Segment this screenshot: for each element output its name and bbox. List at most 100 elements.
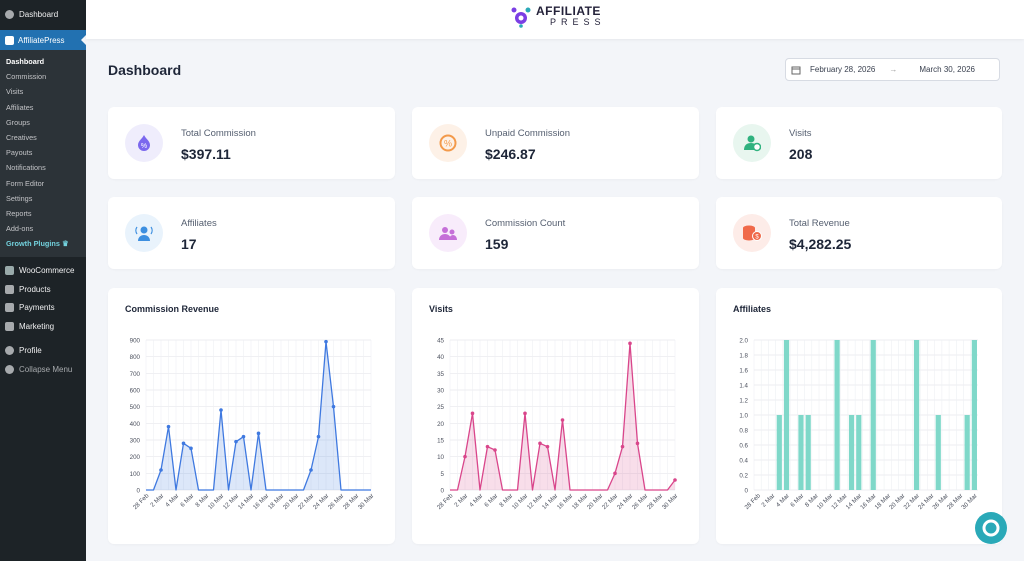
sidebar-item-dashboard[interactable]: Dashboard (0, 0, 86, 28)
date-start: February 28, 2026 (810, 65, 876, 74)
submenu-item-notifications[interactable]: Notifications (6, 163, 46, 173)
x-tick-label: 6 Mar (789, 492, 805, 508)
y-tick-label: 300 (130, 438, 141, 445)
calendar-icon (791, 66, 801, 74)
y-tick-label: 25 (437, 404, 444, 411)
sidebar-item-label: Profile (19, 346, 42, 356)
submenu-item-settings[interactable]: Settings (6, 193, 33, 203)
bar (964, 415, 970, 490)
submenu-item-payouts[interactable]: Payouts (6, 148, 33, 158)
x-tick-label: 4 Mar (164, 492, 180, 508)
stat-value: $246.87 (485, 146, 536, 162)
logo: AFFILIATE PRESS (510, 5, 606, 28)
y-tick-label: 800 (130, 354, 141, 361)
sidebar-item-label: Payments (19, 303, 55, 313)
visits-icon (733, 124, 771, 162)
submenu-item-visits[interactable]: Visits (6, 87, 24, 97)
y-tick-label: 0.4 (739, 458, 748, 465)
submenu-item-growth-plugins[interactable]: Growth Plugins ♛ (0, 236, 86, 251)
data-point (523, 411, 527, 416)
svg-text:$: $ (755, 235, 759, 241)
data-point (470, 411, 475, 416)
date-range-picker[interactable]: February 28, 2026 → March 30, 2026 (785, 58, 1000, 81)
top-bar: AFFILIATE PRESS (86, 0, 1024, 39)
data-point (324, 339, 328, 344)
x-tick-label: 28 Feb (132, 492, 151, 511)
data-point (538, 441, 542, 446)
data-point (234, 439, 238, 444)
x-tick-label: 6 Mar (483, 492, 499, 508)
products-icon (5, 284, 14, 294)
submenu-item-reports[interactable]: Reports (6, 208, 32, 218)
bar (870, 340, 876, 490)
affiliatepress-icon (5, 35, 14, 45)
x-tick-label: 2 Mar (760, 492, 776, 508)
sidebar-item-profile[interactable]: Profile (0, 341, 86, 360)
data-point (256, 431, 261, 436)
data-point (159, 468, 163, 472)
help-button[interactable] (975, 512, 1007, 544)
stat-value: 208 (789, 146, 813, 162)
sidebar-item-affiliatepress[interactable]: AffiliatePress (0, 30, 86, 50)
chart-card-affiliates: Affiliates 0 0.2 0.4 0.6 0.8 1.0 1.2 1.4 1.6 1.8 2… (716, 288, 1002, 544)
collapse-menu-button[interactable]: Collapse Menu (0, 360, 86, 379)
y-tick-label: 500 (130, 404, 141, 411)
sidebar-item-woocommerce[interactable]: WooCommerce (0, 261, 86, 280)
y-tick-label: 1.2 (739, 398, 748, 405)
x-tick-label: 30 Mar (357, 492, 376, 511)
sidebar-item-marketing[interactable]: Marketing (0, 317, 86, 336)
area-fill (450, 343, 675, 490)
y-tick-label: 35 (437, 371, 444, 378)
y-tick-label: 0 (137, 488, 141, 495)
data-point (181, 441, 186, 446)
data-point (628, 341, 632, 346)
y-tick-label: 0 (745, 488, 749, 495)
bar (834, 340, 840, 490)
affiliates-icon (125, 214, 163, 252)
x-tick-label: 2 Mar (453, 492, 469, 508)
y-tick-label: 600 (130, 388, 141, 395)
x-tick-label: 30 Mar (661, 492, 680, 511)
payments-icon (5, 303, 14, 313)
x-tick-label: 28 Feb (743, 492, 762, 511)
stat-value: $4,282.25 (789, 236, 852, 252)
data-point (620, 444, 625, 449)
x-tick-label: 2 Mar (149, 492, 165, 508)
y-tick-label: 1.8 (739, 353, 748, 360)
y-tick-label: 0.8 (739, 428, 748, 435)
count-icon (429, 214, 467, 252)
y-tick-label: 200 (130, 454, 141, 461)
sidebar-item-payments[interactable]: Payments (0, 298, 86, 317)
submenu-item-groups[interactable]: Groups (6, 117, 30, 127)
stat-value: 159 (485, 236, 509, 252)
data-point (331, 404, 336, 409)
submenu-item-form-editor[interactable]: Form Editor (6, 178, 45, 188)
submenu-item-commission[interactable]: Commission (6, 72, 47, 82)
area-fill (146, 341, 371, 490)
stat-label: Total Revenue (789, 218, 850, 229)
stat-label: Unpaid Commission (485, 128, 571, 139)
page-title: Dashboard (108, 62, 182, 78)
data-point (241, 434, 246, 439)
data-point (560, 418, 565, 422)
submenu-item-add-ons[interactable]: Add-ons (6, 224, 34, 234)
sidebar-item-products[interactable]: Products (0, 280, 86, 299)
data-point (189, 446, 193, 451)
x-tick-label: 28 Feb (436, 492, 455, 511)
y-tick-label: 40 (437, 354, 444, 361)
stat-card-unpaid-commission: % Unpaid Commission $246.87 (412, 107, 699, 179)
data-point (463, 454, 467, 459)
crown-icon: ♛ (61, 239, 69, 249)
bar (971, 340, 977, 490)
stat-label: Affiliates (181, 218, 217, 229)
sidebar-item-label: Collapse Menu (19, 364, 73, 374)
profile-icon (5, 346, 14, 356)
sidebar-item-label: Dashboard (19, 9, 59, 19)
submenu-item-creatives[interactable]: Creatives (6, 132, 37, 142)
data-point (166, 424, 171, 429)
submenu-item-affiliates[interactable]: Affiliates (6, 102, 34, 112)
submenu-item-dashboard[interactable]: Dashboard (6, 57, 45, 66)
x-tick-label: 30 Mar (960, 492, 979, 511)
